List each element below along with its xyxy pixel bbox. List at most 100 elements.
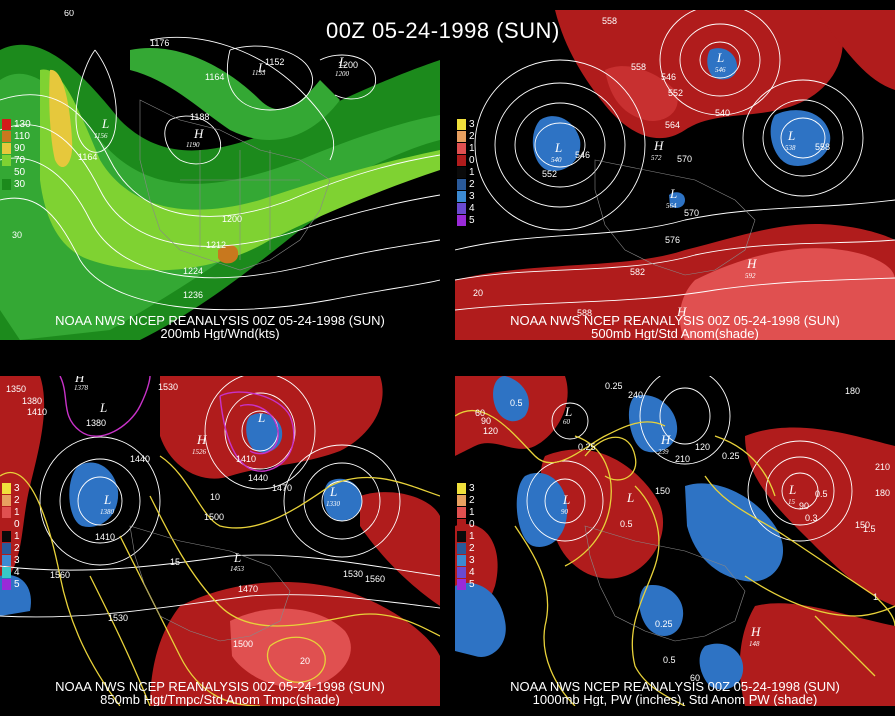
svg-text:60: 60 xyxy=(475,408,485,418)
anom-red-bright xyxy=(230,608,351,688)
anom-blue-center xyxy=(628,395,678,453)
svg-text:592: 592 xyxy=(745,272,756,280)
anom-blue-south xyxy=(639,585,684,636)
map-850mb: 1350 1380 1410 1380 1530 1440 1410 1440 … xyxy=(0,376,440,706)
svg-text:L: L xyxy=(716,50,724,65)
panel-200mb: 1176 1164 1152 1200 1188 1164 1200 1212 … xyxy=(0,10,440,340)
svg-text:558: 558 xyxy=(631,62,646,72)
svg-text:540: 540 xyxy=(715,108,730,118)
svg-text:L: L xyxy=(669,186,677,201)
svg-text:0.25: 0.25 xyxy=(722,451,740,461)
height-contours-850 xyxy=(0,376,440,618)
svg-text:1410: 1410 xyxy=(236,454,256,464)
pw-contours xyxy=(455,409,895,706)
anom-blue-east xyxy=(770,110,831,166)
coastlines-200 xyxy=(139,99,331,271)
svg-text:564: 564 xyxy=(665,120,680,130)
panel-subtitle: 1000mb Hgt, PW (inches), Std Anom PW (sh… xyxy=(532,692,818,706)
svg-text:1236: 1236 xyxy=(183,290,203,300)
svg-text:1190: 1190 xyxy=(186,141,200,149)
svg-text:1440: 1440 xyxy=(248,473,268,483)
svg-text:1152: 1152 xyxy=(265,57,284,67)
svg-text:1410: 1410 xyxy=(95,532,115,542)
svg-text:210: 210 xyxy=(875,462,890,472)
svg-text:H: H xyxy=(750,624,761,639)
svg-text:1378: 1378 xyxy=(74,384,89,392)
svg-text:552: 552 xyxy=(668,88,683,98)
svg-text:L: L xyxy=(562,492,570,507)
svg-text:1176: 1176 xyxy=(150,38,169,48)
svg-text:1500: 1500 xyxy=(233,639,253,649)
map-500mb: 558 558 546 552 540 564 570 546 552 570 … xyxy=(455,10,895,340)
svg-text:L: L xyxy=(788,482,796,497)
svg-text:1470: 1470 xyxy=(238,584,258,594)
panel-1000mb: 0.25 240 0.5 180 60 90 120 0.25 210 120 … xyxy=(455,376,895,706)
svg-text:180: 180 xyxy=(875,488,890,498)
svg-text:L: L xyxy=(329,484,337,499)
svg-text:H: H xyxy=(660,432,671,447)
svg-text:558: 558 xyxy=(815,142,830,152)
panel-subtitle: 500mb Hgt/Std Anom(shade) xyxy=(591,326,759,340)
coastlines-500 xyxy=(594,159,756,276)
svg-text:540: 540 xyxy=(551,156,562,164)
svg-text:90: 90 xyxy=(481,416,491,426)
svg-text:1212: 1212 xyxy=(206,240,226,250)
anom-blue-north xyxy=(493,376,529,422)
legend-200mb: 130 110 90 70 50 30 xyxy=(2,118,31,190)
svg-text:1153: 1153 xyxy=(252,69,266,77)
svg-text:0.5: 0.5 xyxy=(815,489,828,499)
wind-max-east xyxy=(218,245,239,264)
svg-text:0.3: 0.3 xyxy=(805,513,818,523)
svg-text:L: L xyxy=(257,410,265,425)
svg-text:538: 538 xyxy=(785,144,796,152)
anom-blue-north xyxy=(707,48,738,80)
legend-1000mb: 3 2 1 0 1 2 3 4 5 xyxy=(457,482,475,590)
svg-text:240: 240 xyxy=(628,390,643,400)
svg-text:20: 20 xyxy=(473,288,483,298)
panel-500mb: 558 558 546 552 540 564 570 546 552 570 … xyxy=(455,10,895,340)
svg-text:1.5: 1.5 xyxy=(863,524,876,534)
svg-text:552: 552 xyxy=(542,169,557,179)
svg-text:90: 90 xyxy=(799,501,809,511)
svg-text:1453: 1453 xyxy=(230,565,245,573)
svg-text:0.25: 0.25 xyxy=(605,381,623,391)
anom-blue-west xyxy=(516,472,568,547)
svg-text:0.5: 0.5 xyxy=(620,519,633,529)
anom-blue-sw xyxy=(455,582,506,657)
map-1000mb: 0.25 240 0.5 180 60 90 120 0.25 210 120 … xyxy=(455,376,895,706)
svg-text:1330: 1330 xyxy=(326,500,341,508)
anom-blue-west xyxy=(69,462,119,527)
svg-text:L: L xyxy=(787,128,795,143)
svg-text:1380: 1380 xyxy=(22,396,42,406)
svg-text:L: L xyxy=(233,550,241,565)
anom-red-mid xyxy=(605,66,678,121)
svg-text:1560: 1560 xyxy=(50,570,70,580)
svg-text:L: L xyxy=(99,400,107,415)
height-contours-200 xyxy=(0,37,440,311)
svg-text:0.25: 0.25 xyxy=(655,619,673,629)
svg-text:1530: 1530 xyxy=(343,569,363,579)
temp-contours xyxy=(0,455,440,706)
svg-text:546: 546 xyxy=(661,72,676,82)
panel-subtitle: 850mb Hgt/Tmpc/Std Anom Tmpc(shade) xyxy=(100,692,340,706)
main-title: 00Z 05-24-1998 (SUN) xyxy=(326,18,560,43)
svg-text:582: 582 xyxy=(630,267,645,277)
svg-text:120: 120 xyxy=(695,442,710,452)
svg-text:1200: 1200 xyxy=(338,60,358,70)
svg-text:0.5: 0.5 xyxy=(510,398,523,408)
svg-text:H: H xyxy=(74,376,85,385)
anom-blue-se xyxy=(699,643,744,690)
svg-text:239: 239 xyxy=(658,448,669,456)
svg-text:60: 60 xyxy=(690,673,700,683)
svg-text:H: H xyxy=(746,256,757,271)
svg-text:546: 546 xyxy=(575,150,590,160)
svg-text:1: 1 xyxy=(873,592,878,602)
svg-text:1188: 1188 xyxy=(190,112,209,122)
svg-text:150: 150 xyxy=(655,486,670,496)
anom-blue-north xyxy=(246,413,283,453)
svg-text:60: 60 xyxy=(563,418,571,426)
svg-text:148: 148 xyxy=(749,640,760,648)
anom-blue-mid xyxy=(685,483,784,582)
svg-text:H: H xyxy=(676,304,687,319)
svg-text:1200: 1200 xyxy=(335,70,350,78)
